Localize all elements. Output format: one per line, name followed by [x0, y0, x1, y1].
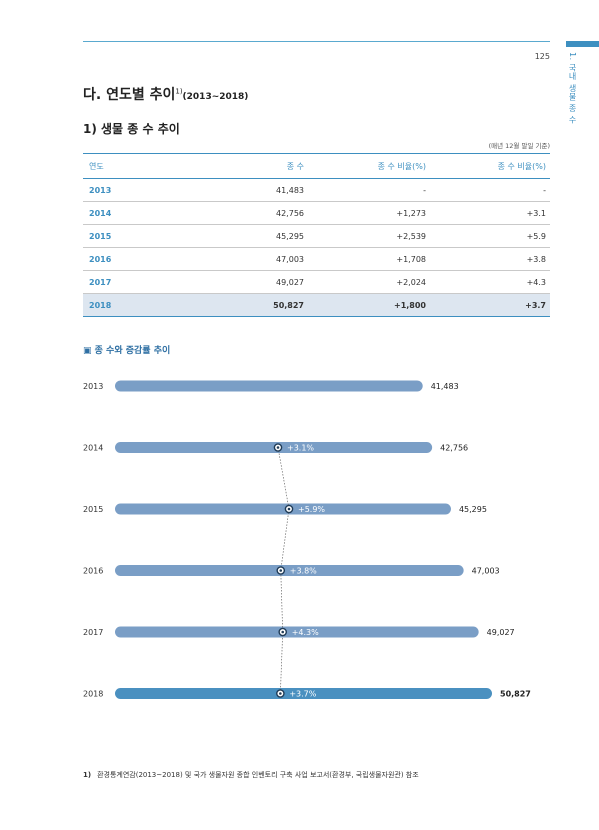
bar-2016 [115, 565, 464, 576]
value-label: 41,483 [431, 382, 459, 391]
growth-marker-dot [279, 569, 283, 572]
cell-species: 45,295 [188, 224, 308, 248]
value-label: 42,756 [440, 444, 468, 453]
growth-label: +4.3% [292, 628, 319, 637]
table-header-row: 연도 종 수 종 수 비율(%) 종 수 비율(%) [83, 153, 550, 179]
year-label: 2014 [83, 444, 103, 453]
species-bar-chart: 2013 41,483 2014 42,756 2015 45,295 2016 47,003… [83, 380, 531, 699]
growth-marker-dot [281, 630, 285, 634]
cell-species: 47,003 [188, 247, 308, 271]
year-label: 2015 [83, 505, 103, 514]
cell-year: 2016 [83, 247, 188, 271]
table-row: 2015 45,295 +2,539 +5.9 [83, 224, 550, 248]
sub-title: 1) 생물 종 수 추이 [83, 122, 180, 136]
table-row-highlight: 2018 50,827 +1,800 +3.7 [83, 293, 550, 317]
header-change: 종 수 비율(%) [308, 153, 430, 179]
bar-2014 [115, 442, 433, 453]
cell-rate: - [430, 178, 550, 202]
cell-change: +1,273 [308, 201, 430, 225]
header-year: 연도 [83, 153, 188, 179]
bar-2018 [115, 688, 492, 699]
growth-marker-dot [279, 692, 282, 695]
section-title: 다. 연도별 추이1)(2013~2018) [83, 84, 248, 104]
table-row: 2013 41,483 - - [83, 178, 550, 202]
cell-change: +2,024 [308, 270, 430, 294]
header-rate: 종 수 비율(%) [430, 153, 550, 179]
top-rule [83, 41, 550, 42]
cell-year: 2018 [83, 293, 188, 317]
cell-species: 50,827 [188, 293, 308, 317]
growth-marker-dot [287, 507, 291, 511]
cell-change: +2,539 [308, 224, 430, 248]
growth-label: +3.8% [290, 567, 317, 576]
unit-note: (매년 12월 말일 기준) [488, 142, 550, 150]
value-label: 47,003 [472, 567, 500, 576]
chart-title: ▣ 종 수와 증감률 추이 [83, 346, 171, 356]
cell-rate: +3.7 [430, 293, 550, 317]
year-label: 2017 [83, 628, 103, 637]
cell-year: 2014 [83, 201, 188, 225]
cell-year: 2013 [83, 178, 188, 202]
bar-2013 [115, 380, 423, 392]
header-species: 종 수 [188, 153, 308, 179]
cell-species: 49,027 [188, 270, 308, 294]
footnote-mark: 1) [83, 771, 92, 779]
growth-marker-dot [276, 446, 280, 449]
cell-change: - [308, 178, 430, 202]
bar-2015 [115, 503, 451, 515]
section-footnote-ref: 1) [175, 87, 183, 96]
cell-rate: +3.8 [430, 247, 550, 271]
page-number: 125 [534, 52, 550, 61]
year-label: 2016 [83, 567, 103, 576]
value-label: 50,827 [500, 690, 531, 699]
table-row: 2016 47,003 +1,708 +3.8 [83, 247, 550, 271]
cell-year: 2015 [83, 224, 188, 248]
year-label: 2018 [83, 690, 103, 699]
table-row: 2017 49,027 +2,024 +4.3 [83, 270, 550, 294]
side-chapter-tab: 1. 국내 생물 종 수 [568, 52, 577, 124]
cell-species: 41,483 [188, 178, 308, 202]
bar-2017 [115, 626, 479, 638]
species-table: 연도 종 수 종 수 비율(%) 종 수 비율(%) 2013 41,483 -… [83, 153, 550, 317]
growth-label: +3.1% [287, 444, 314, 453]
table-row: 2014 42,756 +1,273 +3.1 [83, 201, 550, 225]
cell-year: 2017 [83, 270, 188, 294]
cell-rate: +4.3 [430, 270, 550, 294]
section-range: (2013~2018) [182, 92, 249, 102]
cell-change: +1,708 [308, 247, 430, 271]
value-label: 49,027 [487, 628, 515, 637]
year-label: 2013 [83, 382, 103, 391]
growth-label: +3.7% [289, 690, 316, 699]
cell-rate: +3.1 [430, 201, 550, 225]
footnote-text: 환경통계연감(2013~2018) 및 국가 생물자원 종합 인벤토리 구축 사… [97, 771, 419, 779]
side-accent-bar [566, 41, 599, 47]
cell-rate: +5.9 [430, 224, 550, 248]
footnote: 1) 환경통계연감(2013~2018) 및 국가 생물자원 종합 인벤토리 구축… [83, 770, 419, 780]
section-title-text: 다. 연도별 추이 [83, 87, 176, 103]
cell-species: 42,756 [188, 201, 308, 225]
value-label: 45,295 [459, 505, 487, 514]
cell-change: +1,800 [308, 293, 430, 317]
growth-label: +5.9% [298, 505, 325, 514]
